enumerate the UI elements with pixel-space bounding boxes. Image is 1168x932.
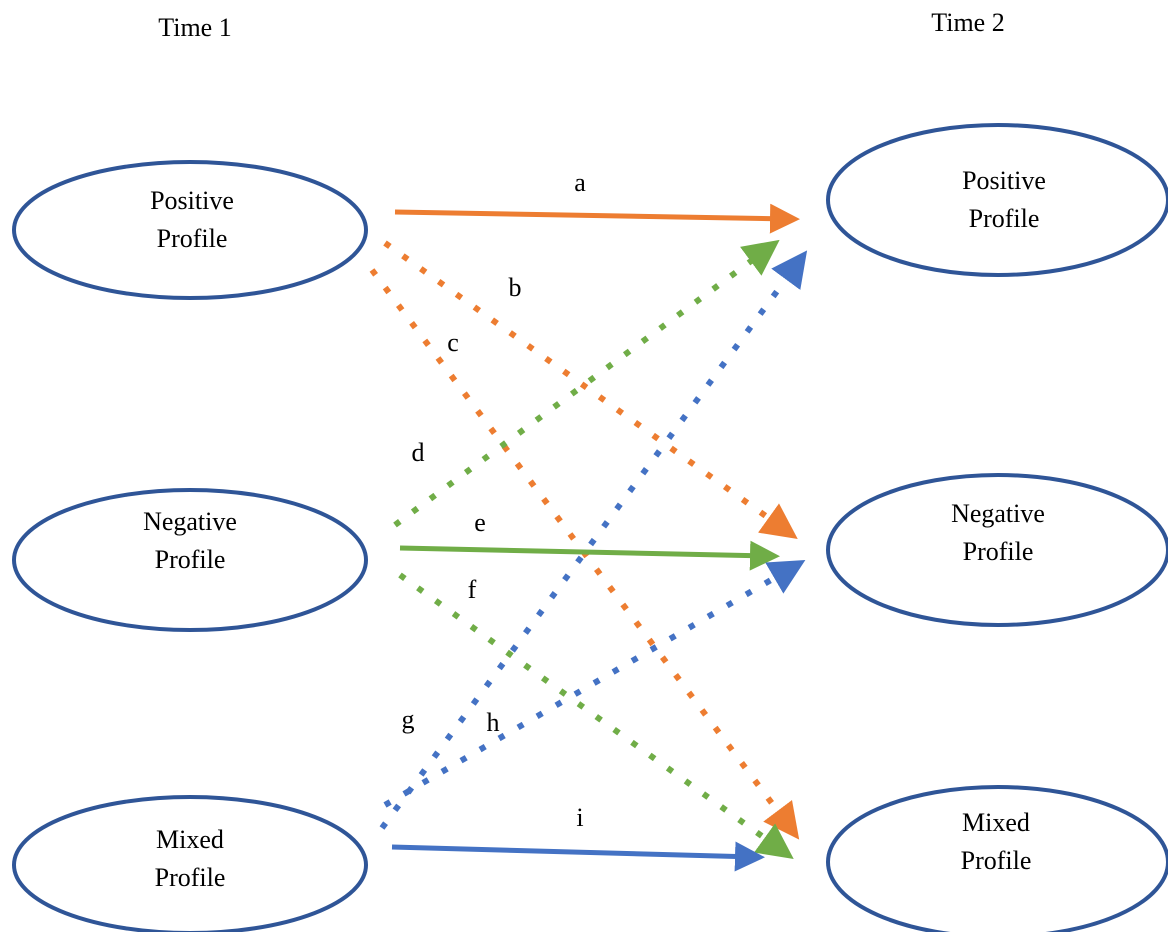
edge-label: f	[468, 575, 477, 604]
edge-label: d	[412, 438, 425, 467]
node-label: Negative	[951, 499, 1045, 528]
node-label: Profile	[963, 537, 1034, 566]
edge-label: b	[509, 273, 522, 302]
edge-label: i	[576, 803, 583, 832]
node-label: Positive	[150, 186, 234, 215]
node	[12, 488, 368, 632]
node	[12, 795, 368, 932]
node-label: Profile	[157, 224, 228, 253]
node-label: Mixed	[962, 808, 1030, 837]
node-label: Profile	[155, 545, 226, 574]
node-label: Mixed	[156, 825, 224, 854]
node	[12, 160, 368, 300]
edge-label: a	[574, 168, 586, 197]
node-label: Profile	[969, 204, 1040, 233]
arrow	[391, 841, 765, 872]
edge-label: g	[402, 705, 415, 734]
node	[826, 123, 1168, 277]
edge-label: h	[487, 708, 500, 737]
time-label: Time 1	[158, 13, 231, 42]
arrow	[383, 240, 798, 539]
node-label: Profile	[961, 846, 1032, 875]
arrow	[398, 572, 794, 860]
node	[826, 785, 1168, 932]
node	[826, 473, 1168, 627]
arrow	[379, 250, 808, 830]
arrow	[383, 559, 806, 808]
arrow	[394, 203, 800, 234]
node-label: Positive	[962, 166, 1046, 195]
node-label: Profile	[155, 863, 226, 892]
edge-label: e	[474, 508, 486, 537]
node-label: Negative	[143, 507, 237, 536]
time-label: Time 2	[931, 8, 1004, 37]
edge-label: c	[447, 328, 459, 357]
arrow	[399, 540, 780, 571]
